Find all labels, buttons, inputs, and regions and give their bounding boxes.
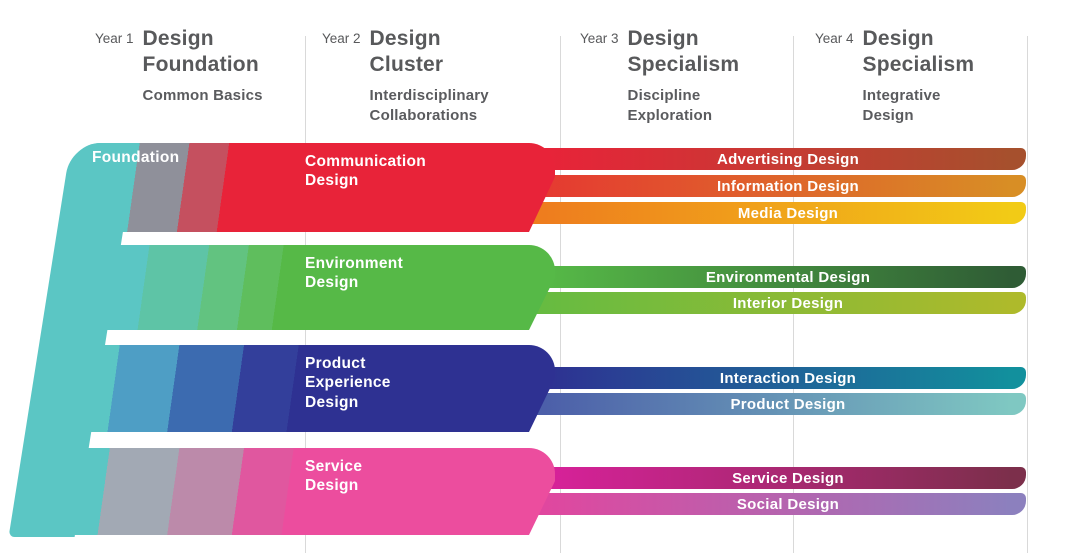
specialism-label: Interior Design — [732, 294, 844, 312]
specialism-bar-service-design: Service Design — [520, 467, 1026, 489]
specialism-label: Advertising Design — [716, 150, 860, 168]
column-subtitle: Integrative Design — [862, 87, 941, 125]
year-label: Year 4 — [815, 31, 854, 46]
cluster-label: Communication Design — [305, 153, 427, 190]
cluster-label: Service Design — [305, 458, 363, 495]
specialism-label: Media Design — [737, 204, 839, 222]
cluster-label: Environment Design — [305, 255, 404, 292]
cluster-label: Product Experience Design — [305, 355, 391, 411]
column-title: Design Specialism — [862, 27, 975, 76]
year-label: Year 1 — [95, 31, 134, 46]
column-subtitle: Discipline Exploration — [627, 87, 713, 125]
cluster-band-communication-design: Communication Design — [70, 143, 555, 232]
specialism-bar-interior-design: Interior Design — [520, 292, 1026, 314]
specialism-label: Product Design — [730, 395, 846, 413]
header-year-3: Year 3 Design Specialism Discipline Expl… — [580, 26, 739, 127]
specialism-label: Social Design — [736, 495, 840, 513]
year-label: Year 3 — [580, 31, 619, 46]
column-title: Design Specialism — [627, 27, 740, 76]
specialism-label: Information Design — [716, 177, 860, 195]
column-subtitle: Interdisciplinary Collaborations — [369, 87, 489, 125]
specialism-bar-social-design: Social Design — [520, 493, 1026, 515]
specialism-bar-media-design: Media Design — [520, 202, 1026, 224]
year-label: Year 2 — [322, 31, 361, 46]
cluster-band-product-experience-design: Product Experience Design — [70, 345, 555, 432]
cluster-band-service-design: Service Design — [70, 448, 555, 535]
specialism-label: Service Design — [732, 469, 844, 487]
specialism-bar-advertising-design: Advertising Design — [520, 148, 1026, 170]
column-subtitle: Common Basics — [142, 87, 263, 105]
column-divider — [1027, 36, 1028, 553]
column-title: Design Foundation — [142, 27, 259, 76]
specialism-label: Interaction Design — [719, 369, 857, 387]
cluster-band-environment-design: Environment Design — [70, 245, 555, 330]
specialism-bar-environmental-design: Environmental Design — [520, 266, 1026, 288]
header-year-1: Year 1 Design Foundation Common Basics — [95, 26, 263, 106]
foundation-label: Foundation — [92, 149, 180, 166]
specialism-label: Environmental Design — [705, 268, 871, 286]
header-year-4: Year 4 Design Specialism Integrative Des… — [815, 26, 974, 127]
specialism-bar-information-design: Information Design — [520, 175, 1026, 197]
column-title: Design Cluster — [369, 27, 444, 76]
header-year-2: Year 2 Design Cluster Interdisciplinary … — [322, 26, 489, 127]
specialism-bar-product-design: Product Design — [520, 393, 1026, 415]
specialism-bar-interaction-design: Interaction Design — [520, 367, 1026, 389]
